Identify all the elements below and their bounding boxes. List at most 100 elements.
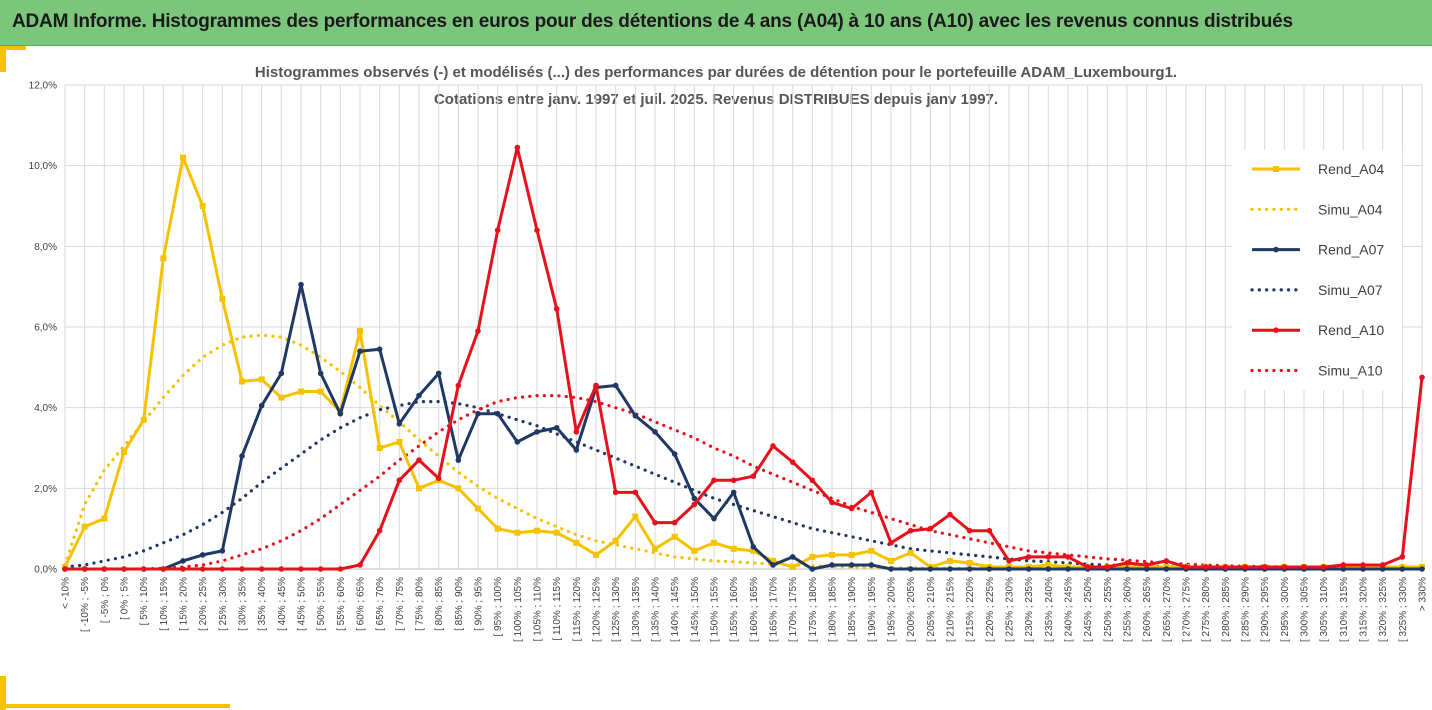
y-tick-label: 0,0% [34,565,57,576]
data-point-Rend_A04 [317,388,324,395]
data-point-Rend_A04 [848,551,855,558]
x-tick-label: [ 55% ; 60% [336,577,347,631]
data-point-Rend_A10 [1281,564,1288,570]
x-tick-label: [ 40% ; 45% [277,577,288,631]
data-point-Rend_A04 [868,547,875,554]
data-point-Rend_A10 [1242,564,1248,570]
data-point-Rend_A07 [612,382,619,389]
data-point-Rend_A04 [219,295,226,302]
banner-title: ADAM Informe. Histogrammes des performan… [12,11,1293,32]
data-point-Rend_A07 [337,410,344,417]
x-tick-label: [ 0% ; 5% [120,577,131,620]
data-point-Rend_A07 [829,562,835,568]
data-point-Rend_A07 [986,566,993,572]
x-tick-label: [ 325% ; 330% [1398,577,1409,642]
x-tick-label: [ 210% ; 215% [946,577,957,642]
x-tick-label: [ 125% ; 130% [611,577,622,642]
data-point-Rend_A10 [711,477,717,484]
x-tick-label: [ 205% ; 210% [926,577,937,642]
data-point-Rend_A10 [1104,564,1111,570]
data-point-Rend_A10 [101,566,108,572]
x-tick-label: [ 130% ; 135% [631,577,642,642]
data-point-Rend_A07 [553,425,560,431]
x-tick-label: [ 215% ; 220% [965,577,976,642]
data-point-Rend_A10 [180,566,186,572]
data-point-Rend_A07 [317,370,324,377]
x-tick-label: [ 100% ; 105% [513,577,524,642]
data-point-Rend_A04 [258,376,265,383]
data-point-Rend_A04 [907,549,914,556]
data-point-Rend_A07 [1006,566,1012,572]
data-point-Rend_A10 [396,477,403,484]
data-point-Rend_A10 [730,477,737,484]
legend-label-Simu_A07: Simu_A07 [1318,282,1383,298]
data-point-Rend_A07 [534,429,540,435]
data-point-Rend_A07 [1143,566,1150,572]
data-point-Rend_A10 [1163,558,1170,564]
x-tick-label: < -10% [61,577,72,609]
data-point-Rend_A10 [1202,564,1209,570]
data-point-Rend_A04 [416,485,422,492]
data-point-Rend_A07 [514,439,521,445]
data-point-Rend_A10 [1340,562,1347,568]
series-line-Rend_A10 [65,146,1424,571]
data-point-Rend_A04 [593,551,599,558]
data-point-Rend_A04 [612,537,619,544]
data-point-Rend_A07 [947,566,953,572]
data-point-Rend_A10 [907,527,914,534]
x-tick-label: [ 90% ; 95% [474,577,485,631]
data-point-Rend_A10 [593,382,599,389]
x-tick-label: [ 105% ; 110% [533,577,544,641]
x-tick-label: [ 15% ; 20% [179,577,190,631]
series-line-Rend_A07 [65,283,1422,571]
data-point-Rend_A10 [809,477,816,484]
data-point-Rend_A10 [1261,564,1268,570]
data-point-Rend_A04 [494,525,501,532]
y-tick-label: 2,0% [34,484,57,495]
data-point-Rend_A10 [1124,560,1130,566]
data-point-Rend_A10 [435,475,442,482]
x-tick-label: [ 225% ; 230% [1005,577,1016,642]
data-point-Rend_A07 [1379,566,1386,572]
legend-label-Simu_A10: Simu_A10 [1318,363,1383,379]
data-point-Rend_A07 [1065,566,1071,572]
data-point-Rend_A10 [1183,564,1189,570]
x-tick-label: [ 290% ; 295% [1260,577,1271,642]
series-line-Simu_A04 [63,333,1424,571]
data-point-Rend_A10 [317,566,324,572]
data-point-Rend_A10 [1419,374,1425,381]
data-point-Rend_A04 [121,449,127,456]
data-point-Rend_A07 [416,392,422,399]
data-point-Rend_A07 [219,548,226,554]
data-point-Rend_A10 [1301,564,1307,570]
data-point-Rend_A07 [1045,566,1052,572]
data-point-Rend_A10 [1399,554,1406,560]
data-point-Rend_A10 [750,473,757,480]
x-tick-label: [ 305% ; 310% [1319,577,1330,642]
x-tick-label: > 330% [1418,577,1429,611]
y-tick-label: 4,0% [34,403,57,414]
data-point-Rend_A04 [809,553,816,560]
data-point-Rend_A10 [1360,562,1366,568]
data-point-Rend_A10 [239,566,245,572]
x-tick-label: [ 230% ; 235% [1024,577,1035,642]
x-tick-label: [ 190% ; 195% [867,577,878,642]
chart-subtitle: Cotations entre janv. 1997 et juil. 2025… [433,91,999,108]
x-tick-label: [ 50% ; 55% [316,577,327,631]
data-point-Rend_A07 [1360,566,1366,572]
data-point-Rend_A07 [258,402,265,409]
data-point-Rend_A07 [1124,566,1130,572]
data-point-Rend_A07 [632,412,639,419]
y-tick-label: 10,0% [29,161,57,172]
data-point-Rend_A10 [534,227,540,233]
legend-box [1232,150,1402,390]
chart-area [0,46,1432,710]
x-tick-label: [ 120% ; 125% [592,577,603,642]
x-tick-label: [ 60% ; 65% [356,577,367,631]
data-point-Rend_A10 [1379,562,1386,568]
data-point-Rend_A10 [298,566,304,572]
x-tick-label: [ 170% ; 175% [788,577,799,642]
y-tick-label: 6,0% [34,323,57,334]
data-point-Rend_A10 [376,527,383,534]
